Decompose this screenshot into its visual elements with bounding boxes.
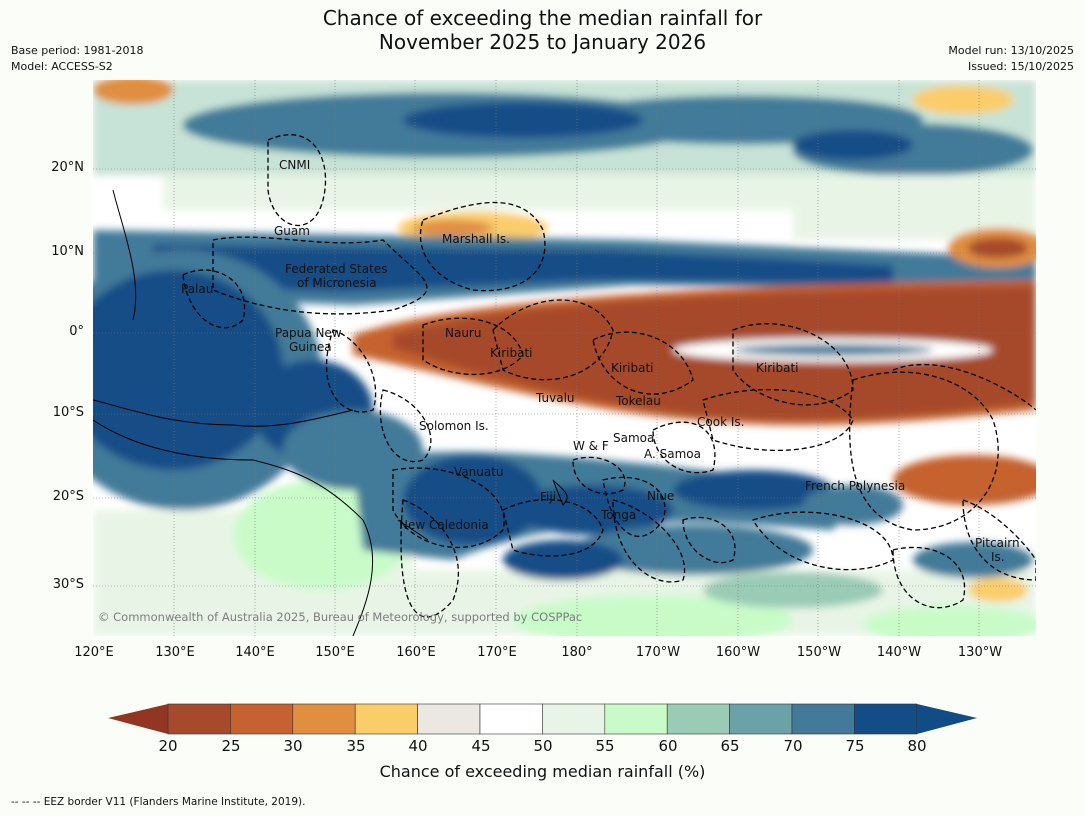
colorbar-segment bbox=[854, 703, 918, 735]
colorbar-tick: 20 bbox=[158, 737, 178, 755]
colorbar-tick: 50 bbox=[533, 737, 553, 755]
label-fiji: Fiji bbox=[540, 490, 556, 504]
colorbar-segment bbox=[729, 703, 793, 735]
label-pitcairn-2: Is. bbox=[991, 550, 1005, 564]
colorbar-tick: 80 bbox=[907, 737, 927, 755]
lon-label: 120°E bbox=[74, 645, 114, 660]
colorbar-segment bbox=[417, 703, 481, 735]
label-vanuatu: Vanuatu bbox=[454, 465, 504, 479]
new-guinea-coast bbox=[93, 399, 354, 427]
label-wallis-futuna: W & F bbox=[573, 439, 609, 453]
colorbar-segments bbox=[167, 703, 918, 735]
label-nauru: Nauru bbox=[445, 326, 481, 340]
label-tonga: Tonga bbox=[600, 508, 636, 522]
label-png-1: Papua New bbox=[275, 326, 342, 340]
eez-footnote: -- -- -- EEZ border V11 (Flanders Marine… bbox=[11, 796, 306, 808]
region-labels: CNMI Guam Marshall Is. Federated States … bbox=[98, 158, 1020, 624]
label-palau: Palau bbox=[181, 282, 213, 296]
eez-boundaries bbox=[182, 134, 1036, 618]
colorbar-label: Chance of exceeding median rainfall (%) bbox=[379, 762, 706, 781]
issued-date: Issued: 15/10/2025 bbox=[967, 60, 1074, 73]
australia-coast bbox=[93, 419, 374, 636]
base-period: Base period: 1981-2018 bbox=[11, 44, 144, 57]
map-svg: CNMI Guam Marshall Is. Federated States … bbox=[93, 80, 1036, 636]
new-caledonia-coast bbox=[397, 519, 429, 541]
model-name: Model: ACCESS-S2 bbox=[11, 60, 113, 73]
fiji-coast bbox=[552, 479, 568, 506]
label-solomon: Solomon Is. bbox=[419, 419, 489, 433]
rainfall-fields bbox=[93, 80, 1036, 636]
model-run: Model run: 13/10/2025 bbox=[948, 44, 1074, 57]
lon-label: 140°E bbox=[235, 645, 275, 660]
label-tuvalu: Tuvalu bbox=[535, 391, 575, 405]
meta-right: Model run: 13/10/2025 Issued: 15/10/2025 bbox=[948, 43, 1074, 75]
colorbar-segment bbox=[230, 703, 294, 735]
colorbar-segment bbox=[666, 703, 730, 735]
colorbar bbox=[108, 703, 977, 735]
colorbar-segment bbox=[791, 703, 855, 735]
label-american-samoa: A. Samoa bbox=[644, 447, 701, 461]
label-kiribati-east: Kiribati bbox=[756, 361, 798, 375]
label-cook: Cook Is. bbox=[697, 415, 744, 429]
label-fsm-1: Federated States bbox=[285, 262, 387, 276]
label-fsm-2: of Micronesia bbox=[297, 276, 377, 290]
lon-label: 180° bbox=[561, 645, 593, 660]
lon-label: 150°W bbox=[796, 645, 842, 660]
label-niue: Niue bbox=[647, 489, 674, 503]
lat-label: 10°N bbox=[51, 244, 84, 259]
label-samoa: Samoa bbox=[613, 431, 654, 445]
colorbar-tick: 35 bbox=[346, 737, 366, 755]
meta-left: Base period: 1981-2018 Model: ACCESS-S2 bbox=[11, 43, 143, 75]
colorbar-tick: 75 bbox=[845, 737, 865, 755]
rainfall-map: CNMI Guam Marshall Is. Federated States … bbox=[93, 80, 1036, 636]
label-kiribati-central: Kiribati bbox=[611, 361, 653, 375]
colorbar-tick: 45 bbox=[471, 737, 491, 755]
lat-label: 0° bbox=[69, 324, 84, 339]
colorbar-tick: 60 bbox=[658, 737, 678, 755]
colorbar-tick: 55 bbox=[595, 737, 615, 755]
lon-label: 130°W bbox=[957, 645, 1003, 660]
lat-label: 20°N bbox=[51, 160, 84, 175]
colorbar-segment bbox=[479, 703, 543, 735]
colorbar-segment bbox=[354, 703, 418, 735]
copyright-text: © Commonwealth of Australia 2025, Bureau… bbox=[98, 610, 582, 624]
label-png-2: Guinea bbox=[289, 340, 332, 354]
lat-label: 30°S bbox=[52, 577, 84, 592]
philippines-coast bbox=[112, 189, 137, 321]
colorbar-tick: 30 bbox=[283, 737, 303, 755]
lon-label: 150°E bbox=[315, 645, 355, 660]
lon-label: 170°W bbox=[635, 645, 681, 660]
lat-label: 20°S bbox=[52, 489, 84, 504]
lon-label: 140°W bbox=[876, 645, 922, 660]
label-guam: Guam bbox=[274, 224, 310, 238]
label-kiribati-west: Kiribati bbox=[490, 346, 532, 360]
label-french-polynesia: French Polynesia bbox=[805, 479, 905, 493]
colorbar-over-arrow bbox=[917, 704, 977, 734]
colorbar-segment bbox=[167, 703, 231, 735]
title-line-2: November 2025 to January 2026 bbox=[378, 30, 707, 54]
label-cnmi: CNMI bbox=[279, 158, 310, 172]
lon-label: 160°W bbox=[715, 645, 761, 660]
lon-label: 130°E bbox=[155, 645, 195, 660]
colorbar-tick: 40 bbox=[408, 737, 428, 755]
label-tokelau: Tokelau bbox=[615, 394, 661, 408]
coastlines bbox=[93, 189, 568, 636]
colorbar-segment bbox=[292, 703, 356, 735]
colorbar-tick: 65 bbox=[720, 737, 740, 755]
lat-label: 10°S bbox=[52, 405, 84, 420]
lon-label: 160°E bbox=[396, 645, 436, 660]
map-title: Chance of exceeding the median rainfall … bbox=[0, 6, 1085, 54]
label-new-caledonia: New Caledonia bbox=[399, 518, 489, 532]
colorbar-tick: 70 bbox=[783, 737, 803, 755]
colorbar-tick: 25 bbox=[221, 737, 241, 755]
label-pitcairn-1: Pitcairn bbox=[975, 536, 1020, 550]
colorbar-under-arrow bbox=[108, 704, 168, 734]
label-marshall: Marshall Is. bbox=[442, 232, 510, 246]
title-line-1: Chance of exceeding the median rainfall … bbox=[322, 6, 763, 30]
lon-label: 170°E bbox=[477, 645, 517, 660]
graticule bbox=[93, 80, 1036, 636]
colorbar-segment bbox=[542, 703, 606, 735]
colorbar-segment bbox=[604, 703, 668, 735]
